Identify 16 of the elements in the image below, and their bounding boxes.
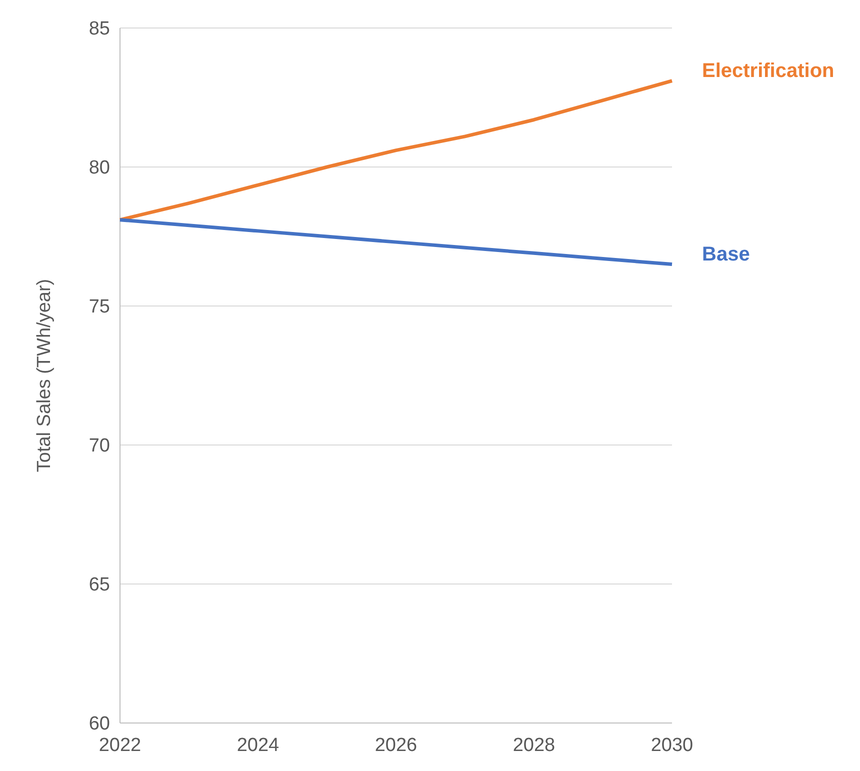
line-series bbox=[118, 79, 674, 222]
x-tick-label: 2024 bbox=[236, 735, 280, 756]
y-tick-label: 70 bbox=[88, 436, 110, 457]
y-tick-label: 60 bbox=[88, 714, 110, 735]
y-tick-label: 80 bbox=[88, 158, 110, 179]
y-tick-label: 85 bbox=[88, 18, 110, 40]
series-label: Base bbox=[702, 243, 750, 266]
y-tick-label: 75 bbox=[88, 296, 110, 318]
x-tick-label: 2022 bbox=[98, 735, 142, 756]
x-tick-label: 2028 bbox=[512, 735, 556, 756]
line-series bbox=[118, 218, 674, 266]
y-axis-title: Total Sales (TWh/year) bbox=[34, 278, 55, 472]
y-tick-label: 65 bbox=[88, 574, 110, 596]
x-tick-label: 2026 bbox=[374, 735, 418, 756]
x-tick-label: 2030 bbox=[650, 735, 694, 756]
series-label: Electrification bbox=[702, 60, 834, 82]
